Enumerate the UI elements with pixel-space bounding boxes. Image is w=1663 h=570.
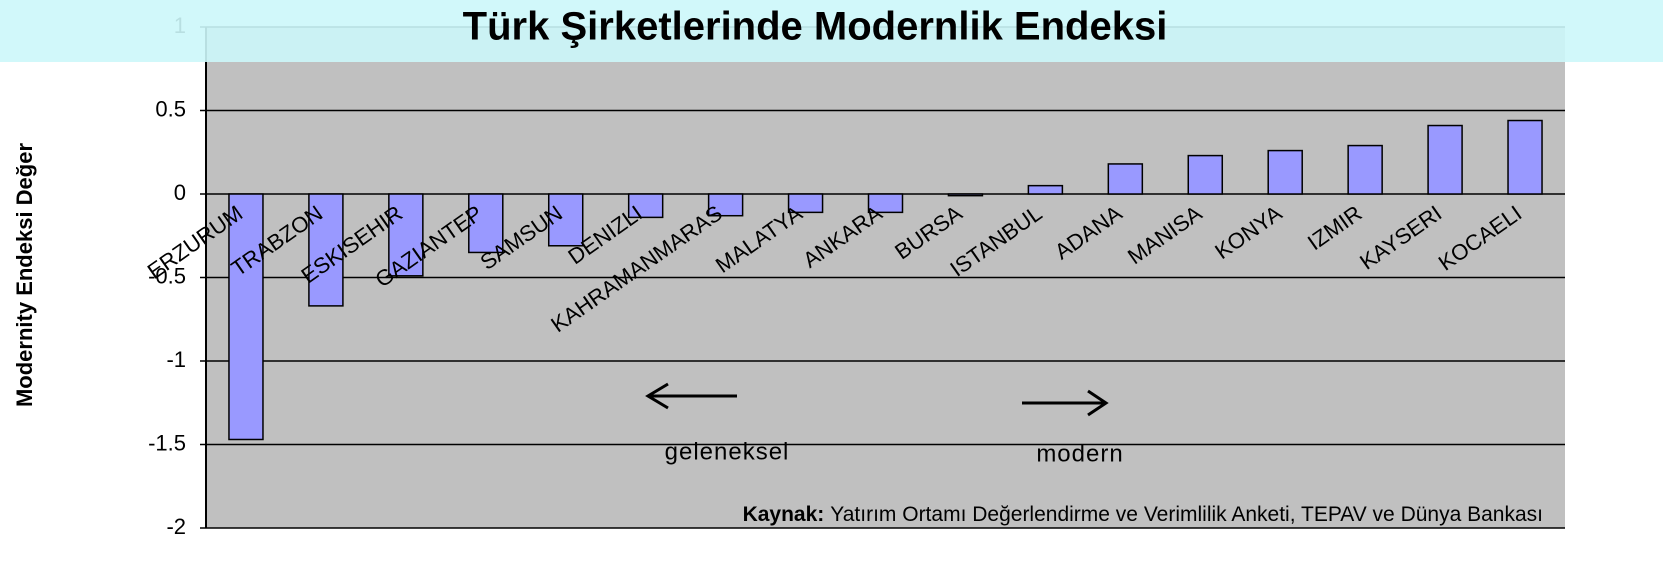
bar (547, 193, 584, 247)
y-tick-label: 0 (174, 180, 186, 205)
bar (1107, 163, 1144, 195)
bar (1507, 119, 1543, 195)
chart-title: Türk Şirketlerinde Modernlik Endeksi (463, 5, 1168, 49)
bar (1187, 154, 1224, 195)
bar (1427, 124, 1463, 195)
bar (388, 193, 424, 277)
arrow-left (645, 382, 737, 410)
bar (468, 193, 504, 254)
y-tick-label: 0.5 (155, 96, 186, 121)
y-axis-label: Modernity Endeksi Değer (12, 143, 37, 408)
bar (308, 193, 344, 307)
bar (787, 193, 824, 214)
bar (627, 193, 664, 219)
bar (1027, 184, 1064, 195)
y-tick-label: -1.5 (148, 430, 186, 455)
bar (867, 193, 904, 214)
y-tick-label: -1 (166, 347, 186, 372)
annotation: modern (1036, 440, 1123, 467)
bar (1267, 149, 1303, 195)
bar (1347, 144, 1383, 195)
y-tick-label: -2 (166, 514, 186, 539)
arrow-right (1022, 389, 1109, 417)
source-label: Kaynak: (743, 503, 825, 526)
title-banner (0, 0, 1663, 62)
bar (707, 193, 744, 217)
source-text: Yatırım Ortamı Değerlendirme ve Verimlil… (830, 503, 1543, 526)
source: Kaynak: Yatırım Ortamı Değerlendirme ve V… (743, 503, 1543, 526)
annotation: geleneksel (665, 438, 790, 465)
y-tick-label: -0.5 (148, 263, 186, 288)
bar (228, 193, 264, 441)
bar (947, 193, 984, 197)
